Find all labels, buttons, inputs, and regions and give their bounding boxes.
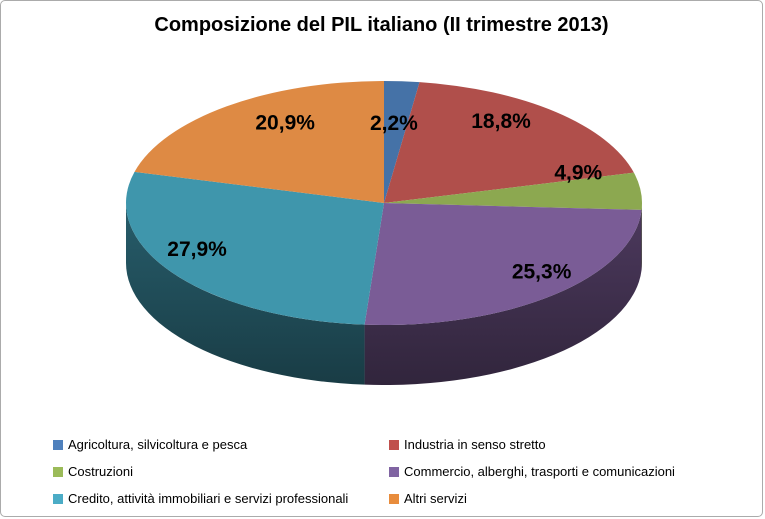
- pie-slice-4[interactable]: [125, 171, 384, 325]
- legend-item-industria[interactable]: Industria in senso stretto: [389, 437, 733, 452]
- legend: Agricoltura, silvicoltura e pesca Indust…: [53, 431, 733, 512]
- legend-item-commercio[interactable]: Commercio, alberghi, trasporti e comunic…: [389, 464, 733, 479]
- pie-slice-side-3: [364, 209, 642, 385]
- legend-swatch-credito-icon: [53, 493, 63, 504]
- legend-label-commercio: Commercio, alberghi, trasporti e comunic…: [404, 464, 675, 479]
- legend-label-industria: Industria in senso stretto: [404, 437, 546, 452]
- legend-label-credito: Credito, attività immobiliari e servizi …: [68, 491, 349, 506]
- pie-data-label-4: 27,9%: [167, 238, 227, 261]
- chart-title: Composizione del PIL italiano (II trimes…: [154, 14, 609, 36]
- pie-slice-2[interactable]: [384, 172, 643, 210]
- pie-data-label-3: 25,3%: [512, 261, 572, 284]
- legend-swatch-agricoltura-icon: [53, 439, 63, 450]
- pie-slice-side-4: [126, 203, 365, 385]
- legend-label-costruzioni: Costruzioni: [68, 464, 134, 479]
- pie-slice-1[interactable]: [384, 82, 634, 203]
- legend-label-agricoltura: Agricoltura, silvicoltura e pesca: [68, 437, 248, 452]
- legend-label-altri-servizi: Altri servizi: [404, 491, 467, 506]
- legend-swatch-industria-icon: [389, 439, 399, 450]
- legend-item-altri-servizi[interactable]: Altri servizi: [389, 491, 733, 506]
- legend-item-agricoltura[interactable]: Agricoltura, silvicoltura e pesca: [53, 437, 389, 452]
- pie-data-label-2: 4,9%: [554, 162, 602, 185]
- pie-slice-0[interactable]: [384, 81, 420, 203]
- pie-data-label-0: 2,2%: [370, 112, 418, 135]
- legend-item-costruzioni[interactable]: Costruzioni: [53, 464, 389, 479]
- legend-swatch-costruzioni-icon: [53, 466, 63, 477]
- pie-data-label-5: 20,9%: [255, 112, 315, 135]
- pie-slice-5[interactable]: [134, 81, 384, 203]
- legend-swatch-altri-servizi-icon: [389, 493, 399, 504]
- pie-slice-3[interactable]: [364, 203, 642, 326]
- legend-swatch-commercio-icon: [389, 466, 399, 477]
- pie-data-label-1: 18,8%: [471, 110, 531, 133]
- legend-item-credito[interactable]: Credito, attività immobiliari e servizi …: [53, 491, 389, 506]
